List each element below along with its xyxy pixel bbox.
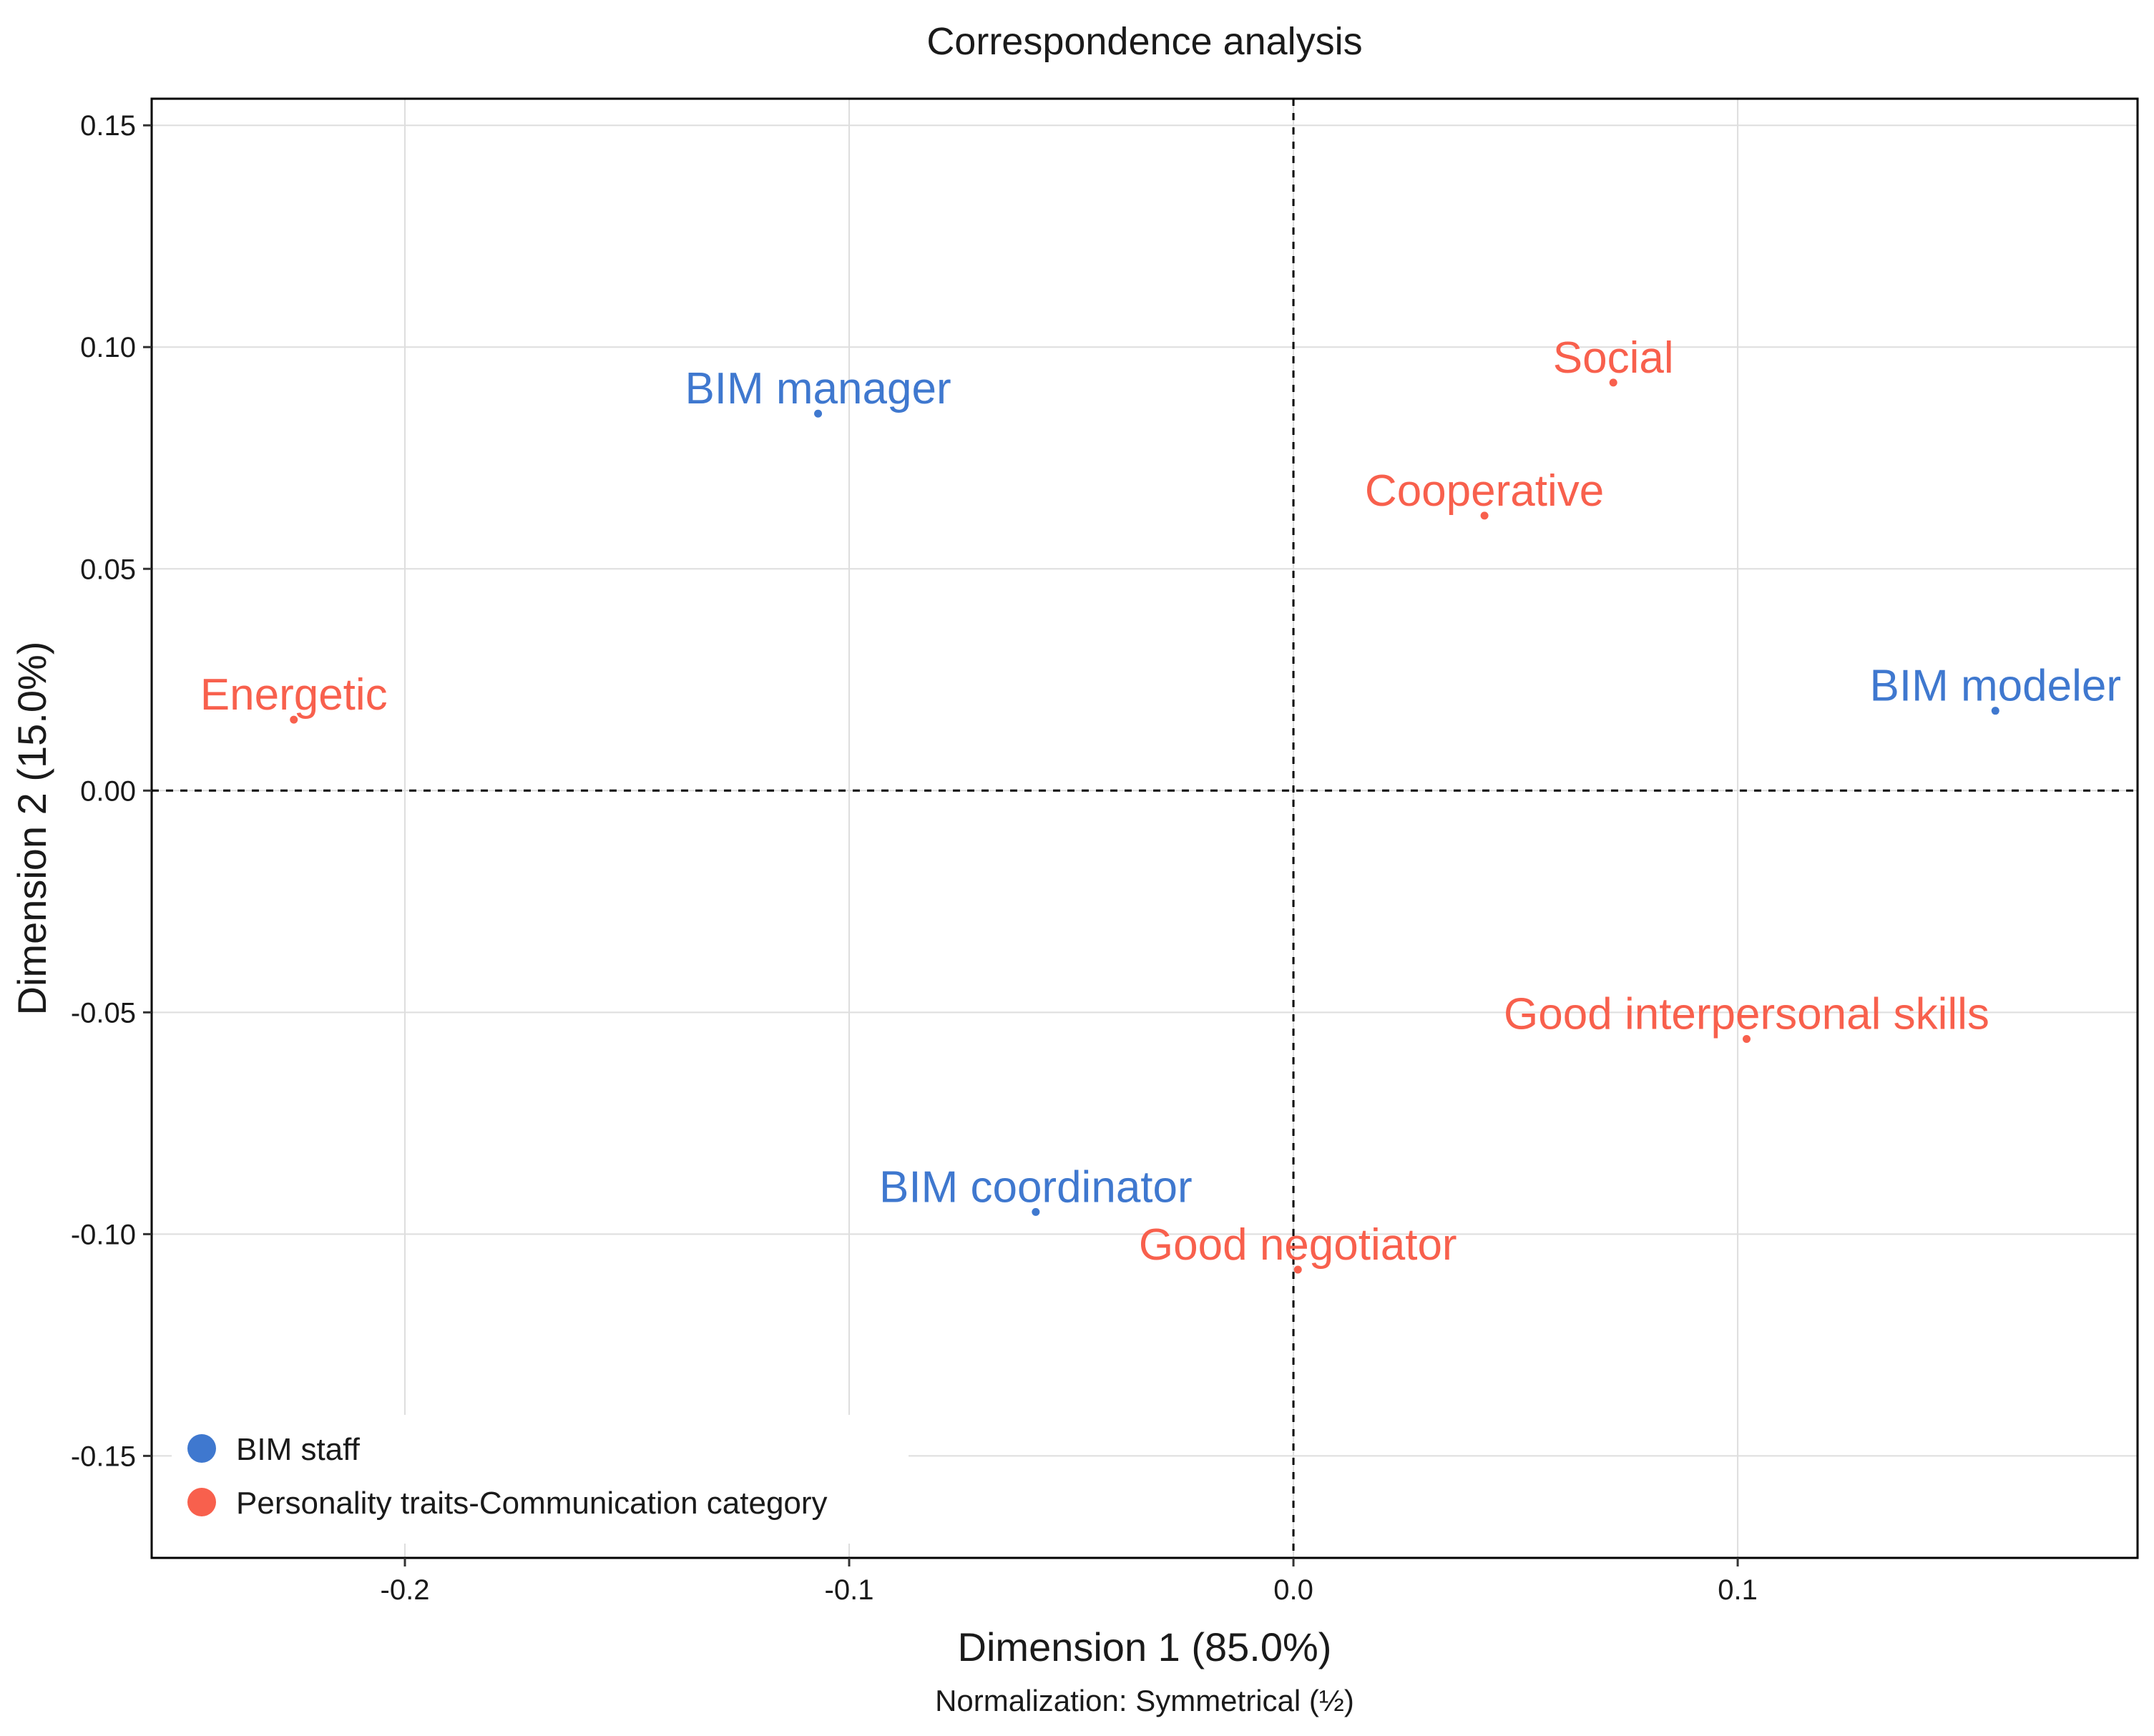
- point-cooperative: [1480, 511, 1489, 520]
- y-tick-label: -0.10: [71, 1219, 136, 1250]
- point-social: [1609, 378, 1617, 387]
- y-tick-label: 0.15: [80, 110, 136, 142]
- legend-key-personality-traits: [187, 1488, 216, 1516]
- y-axis-title: Dimension 2 (15.0%): [9, 642, 54, 1016]
- x-tick-label: -0.2: [381, 1574, 430, 1606]
- y-tick-label: -0.05: [71, 997, 136, 1029]
- reference-lines: [152, 99, 2138, 1558]
- point-label-good-interpersonal-skills: Good interpersonal skills: [1504, 990, 1989, 1039]
- legend-background: [172, 1415, 909, 1544]
- y-tick-label: 0.00: [80, 775, 136, 807]
- legend-key-bim-staff: [187, 1434, 216, 1463]
- legend-label-bim-staff: BIM staff: [236, 1432, 361, 1467]
- point-label-bim-coordinator: BIM coordinator: [879, 1162, 1193, 1212]
- point-good-negotiator: [1293, 1265, 1302, 1274]
- legend: BIM staff Personality traits-Communicati…: [172, 1415, 909, 1544]
- x-tick-label: -0.1: [825, 1574, 874, 1606]
- plot-panel-border: [150, 97, 2139, 1559]
- point-label-cooperative: Cooperative: [1365, 466, 1604, 516]
- normalization-caption: Normalization: Symmetrical (½): [935, 1684, 1354, 1717]
- x-tick-label: 0.1: [1718, 1574, 1758, 1606]
- y-tick-label: 0.10: [80, 332, 136, 363]
- x-tick-label: 0.0: [1273, 1574, 1313, 1606]
- y-tick-label: 0.05: [80, 554, 136, 585]
- point-energetic: [290, 715, 298, 724]
- data-points: BIM manager BIM coordinator BIM modeler Ene…: [200, 333, 2121, 1274]
- point-good-interpersonal-skills: [1742, 1035, 1751, 1044]
- legend-label-personality-traits: Personality traits-Communication categor…: [236, 1486, 828, 1521]
- point-label-good-negotiator: Good negotiator: [1139, 1220, 1457, 1270]
- chart-title: Correspondence analysis: [926, 20, 1362, 63]
- x-axis-title: Dimension 1 (85.0%): [958, 1624, 1332, 1669]
- point-label-social: Social: [1553, 333, 1674, 383]
- point-label-bim-modeler: BIM modeler: [1870, 662, 2121, 711]
- axis-ticks: -0.2 -0.1 0.0 0.1 0.15 0.10 0.05 0.00 -0.05 -0.10…: [71, 110, 1758, 1606]
- y-tick-label: -0.15: [71, 1441, 136, 1472]
- point-label-bim-manager: BIM manager: [685, 364, 951, 413]
- point-label-energetic: Energetic: [200, 670, 388, 720]
- point-bim-manager: [814, 409, 823, 418]
- point-bim-modeler: [1991, 707, 1999, 715]
- point-bim-coordinator: [1032, 1207, 1040, 1216]
